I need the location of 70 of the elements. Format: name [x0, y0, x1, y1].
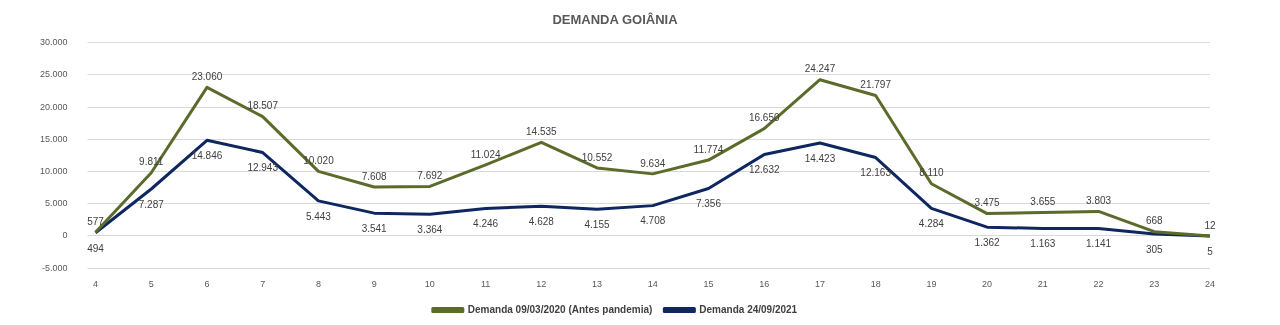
y-tick-label: 30.000 [40, 37, 68, 48]
x-tick-label: 7 [260, 279, 266, 290]
data-label: 14.423 [804, 152, 836, 164]
legend-label: Demanda 09/03/2020 (Antes pandemia) [467, 303, 653, 315]
x-tick-label: 17 [814, 279, 825, 290]
data-label: 7.608 [361, 170, 388, 182]
legend-label: Demanda 24/09/2021 [699, 303, 798, 315]
x-tick-label: 14 [647, 279, 658, 290]
data-label: 4.284 [918, 218, 945, 230]
data-label: 12.163 [860, 167, 892, 179]
data-label: 4.628 [528, 215, 555, 227]
data-label: 14.846 [191, 150, 223, 162]
data-label: 3.803 [1086, 195, 1112, 207]
data-label: 4.155 [584, 218, 610, 230]
x-tick-label: 15 [703, 279, 714, 290]
data-label: 12.943 [247, 162, 279, 174]
y-tick-label: 10.000 [40, 166, 68, 176]
data-label: 1.141 [1086, 238, 1112, 250]
x-tick-label: 5 [148, 279, 154, 290]
data-label: 7.356 [695, 198, 722, 210]
data-label: 3.364 [417, 224, 443, 236]
y-tick-label: 20.000 [40, 101, 68, 112]
x-tick-label: 23 [1149, 279, 1160, 290]
data-label: 1.362 [974, 236, 1001, 248]
data-label: 7.692 [417, 170, 443, 182]
data-label: 24.247 [804, 63, 836, 75]
data-label: 5 [1207, 245, 1214, 257]
data-label: 494 [87, 242, 105, 254]
x-tick-label: 19 [926, 279, 937, 290]
x-tick-label: 11 [480, 279, 491, 290]
data-label: 10.552 [581, 151, 613, 163]
x-tick-label: 21 [1037, 279, 1048, 290]
chart-title: DEMANDA GOIÂNIA [552, 12, 679, 28]
data-label: 9.634 [640, 157, 666, 169]
data-label: 11.024 [470, 148, 501, 160]
x-tick-label: 20 [982, 279, 993, 290]
x-tick-label: 6 [204, 279, 210, 290]
data-label: 11.774 [693, 143, 724, 155]
x-tick-label: 9 [371, 279, 377, 290]
y-tick-label: 15.000 [40, 133, 68, 144]
x-tick-label: 24 [1204, 279, 1216, 290]
x-tick-label: 13 [592, 279, 603, 290]
data-label: 5.443 [305, 210, 332, 222]
y-tick-label: -5.000 [42, 262, 68, 273]
data-label: 305 [1145, 243, 1164, 255]
data-label: 668 [1145, 215, 1164, 227]
data-label: 3.655 [1030, 196, 1056, 208]
data-label: 12.632 [748, 164, 780, 176]
data-label: 14.535 [526, 126, 558, 138]
data-label: 23.060 [191, 71, 223, 83]
y-tick-label: 25.000 [40, 69, 68, 80]
data-label: 4.246 [473, 218, 499, 230]
x-tick-label: 16 [759, 279, 770, 290]
x-tick-label: 18 [870, 279, 881, 290]
data-label: 7.287 [138, 198, 165, 210]
x-tick-label: 10 [424, 279, 435, 290]
x-tick-label: 4 [93, 279, 99, 290]
x-tick-label: 22 [1093, 279, 1104, 290]
data-label: 3.541 [361, 222, 388, 234]
data-label: 4.708 [640, 215, 666, 227]
data-label: 1.163 [1030, 238, 1056, 250]
data-label: 12 [1204, 219, 1216, 231]
x-tick-label: 12 [536, 279, 547, 290]
data-label: 3.475 [974, 197, 1001, 209]
data-label: 18.507 [247, 100, 279, 112]
data-label: 21.797 [860, 79, 892, 91]
x-tick-label: 8 [315, 279, 321, 290]
data-label: 577 [87, 216, 105, 227]
y-tick-label: 5.000 [45, 198, 68, 209]
y-tick-label: 0 [62, 230, 68, 241]
